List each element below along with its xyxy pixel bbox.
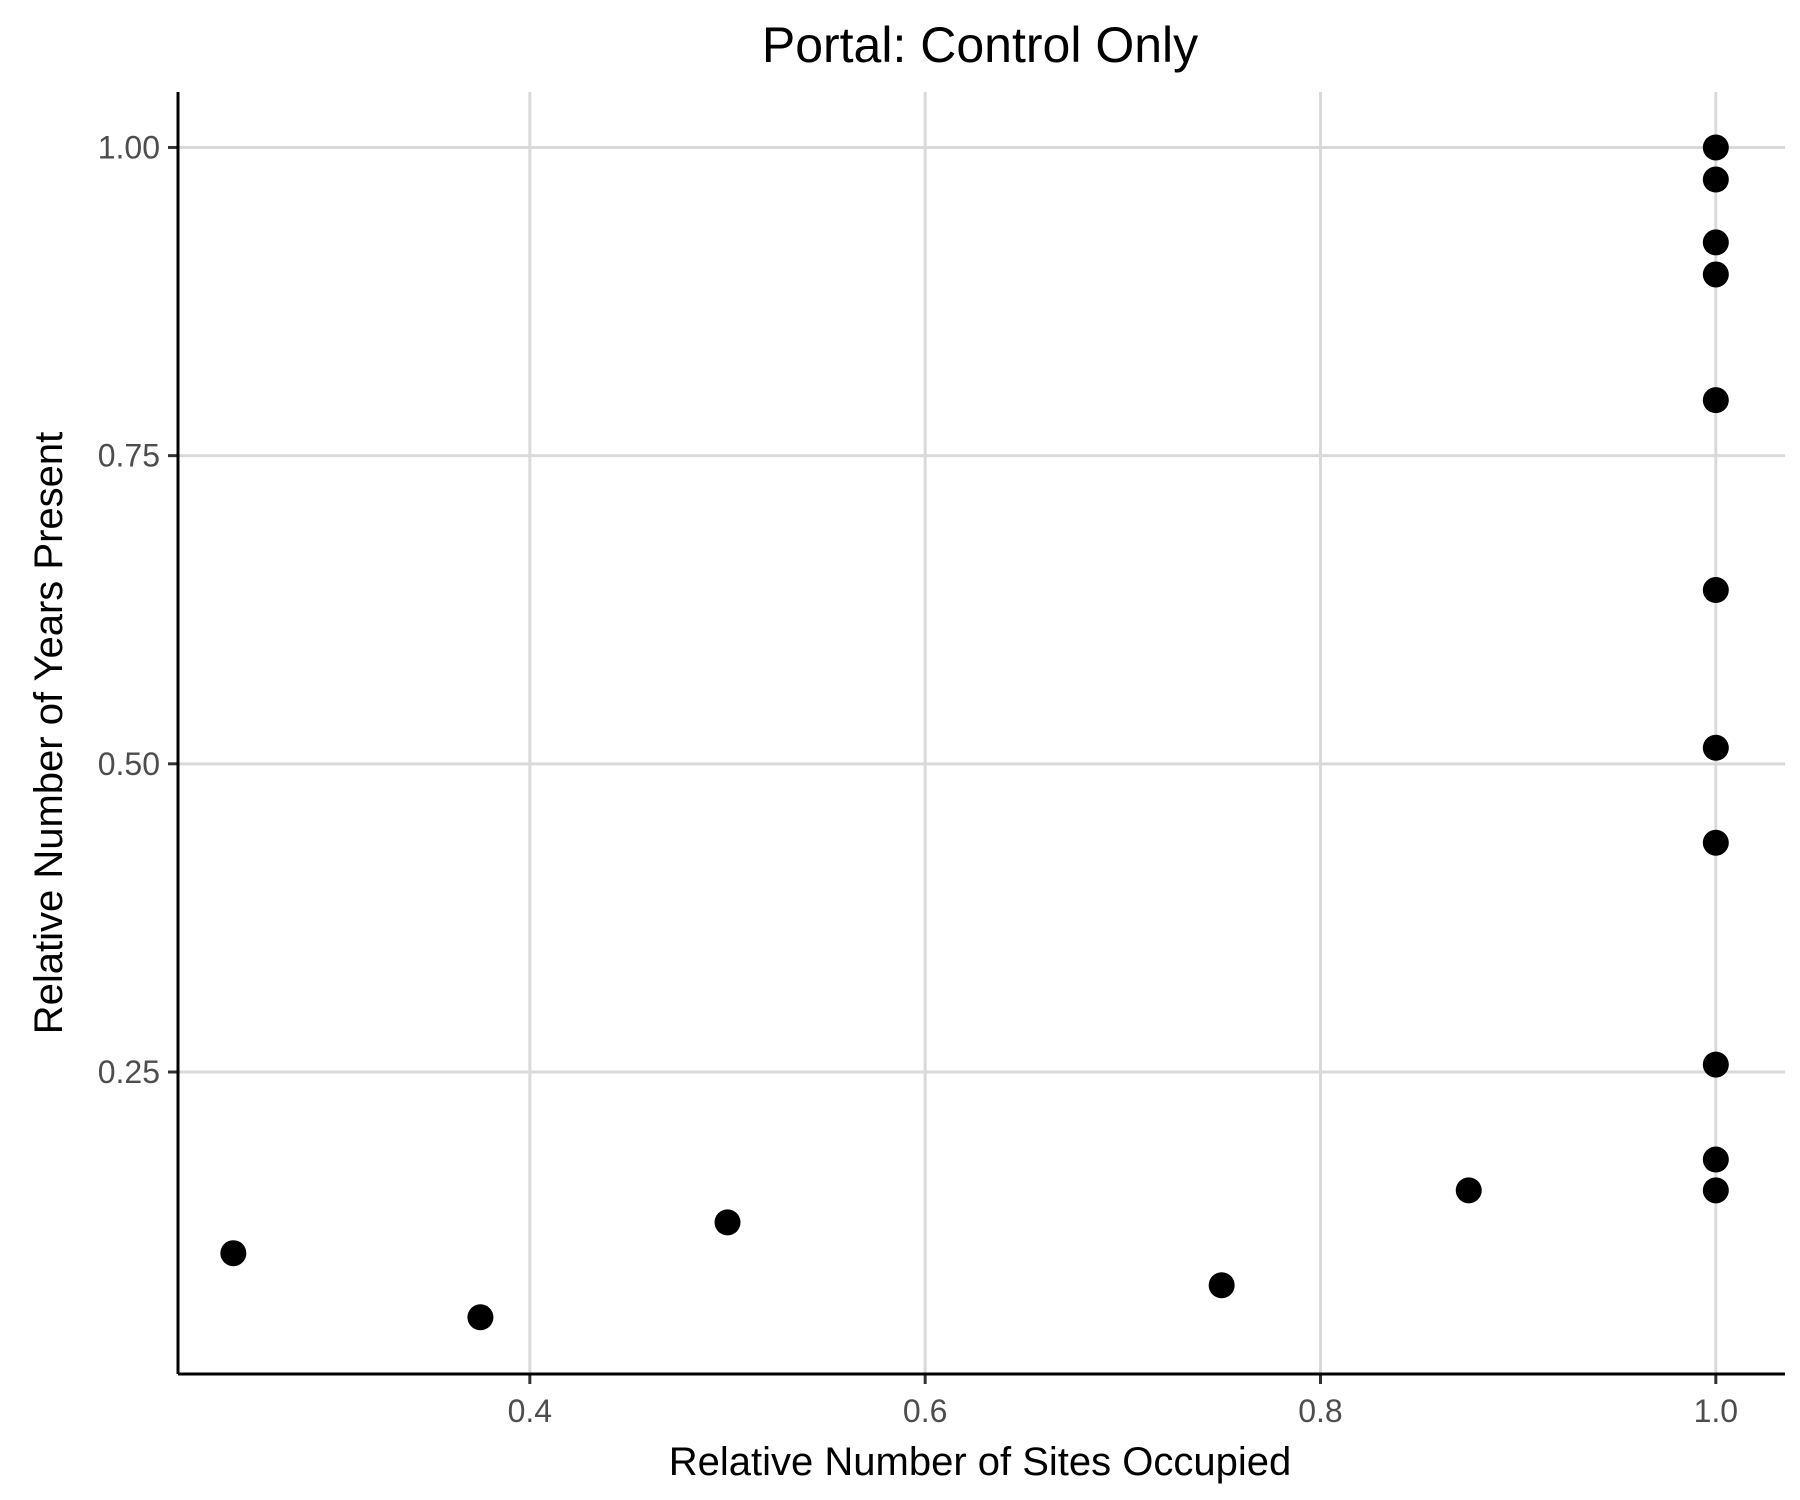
data-point xyxy=(467,1304,494,1331)
y-axis-title: Relative Number of Years Present xyxy=(27,432,71,1035)
chart-title: Portal: Control Only xyxy=(762,17,1198,73)
x-tick-label: 0.4 xyxy=(508,1393,552,1429)
y-tick-label: 0.75 xyxy=(98,438,160,474)
grid-lines xyxy=(178,92,1785,1374)
data-point xyxy=(1702,166,1729,193)
data-point xyxy=(1455,1177,1482,1204)
tick-labels: 0.4 0.6 0.8 1.0 0.25 0.50 0.75 1.00 xyxy=(98,129,1738,1429)
data-point xyxy=(1702,387,1729,414)
x-axis-title: Relative Number of Sites Occupied xyxy=(669,1440,1292,1484)
data-point xyxy=(1702,1177,1729,1204)
x-tick-label: 0.6 xyxy=(903,1393,947,1429)
data-point xyxy=(1702,134,1729,161)
data-point xyxy=(1208,1272,1235,1299)
data-point xyxy=(1702,577,1729,604)
axes xyxy=(168,92,1785,1384)
data-points xyxy=(220,134,1729,1331)
y-tick-label: 1.00 xyxy=(98,129,160,165)
x-tick-label: 1.0 xyxy=(1694,1393,1738,1429)
data-point xyxy=(1702,1146,1729,1173)
data-point xyxy=(1702,261,1729,288)
data-point xyxy=(714,1209,741,1236)
data-point xyxy=(1702,829,1729,856)
data-point xyxy=(220,1240,247,1267)
data-point xyxy=(1702,734,1729,761)
x-tick-label: 0.8 xyxy=(1298,1393,1342,1429)
data-point xyxy=(1702,1051,1729,1078)
y-tick-label: 0.25 xyxy=(98,1054,160,1090)
data-point xyxy=(1702,229,1729,256)
y-tick-label: 0.50 xyxy=(98,746,160,782)
